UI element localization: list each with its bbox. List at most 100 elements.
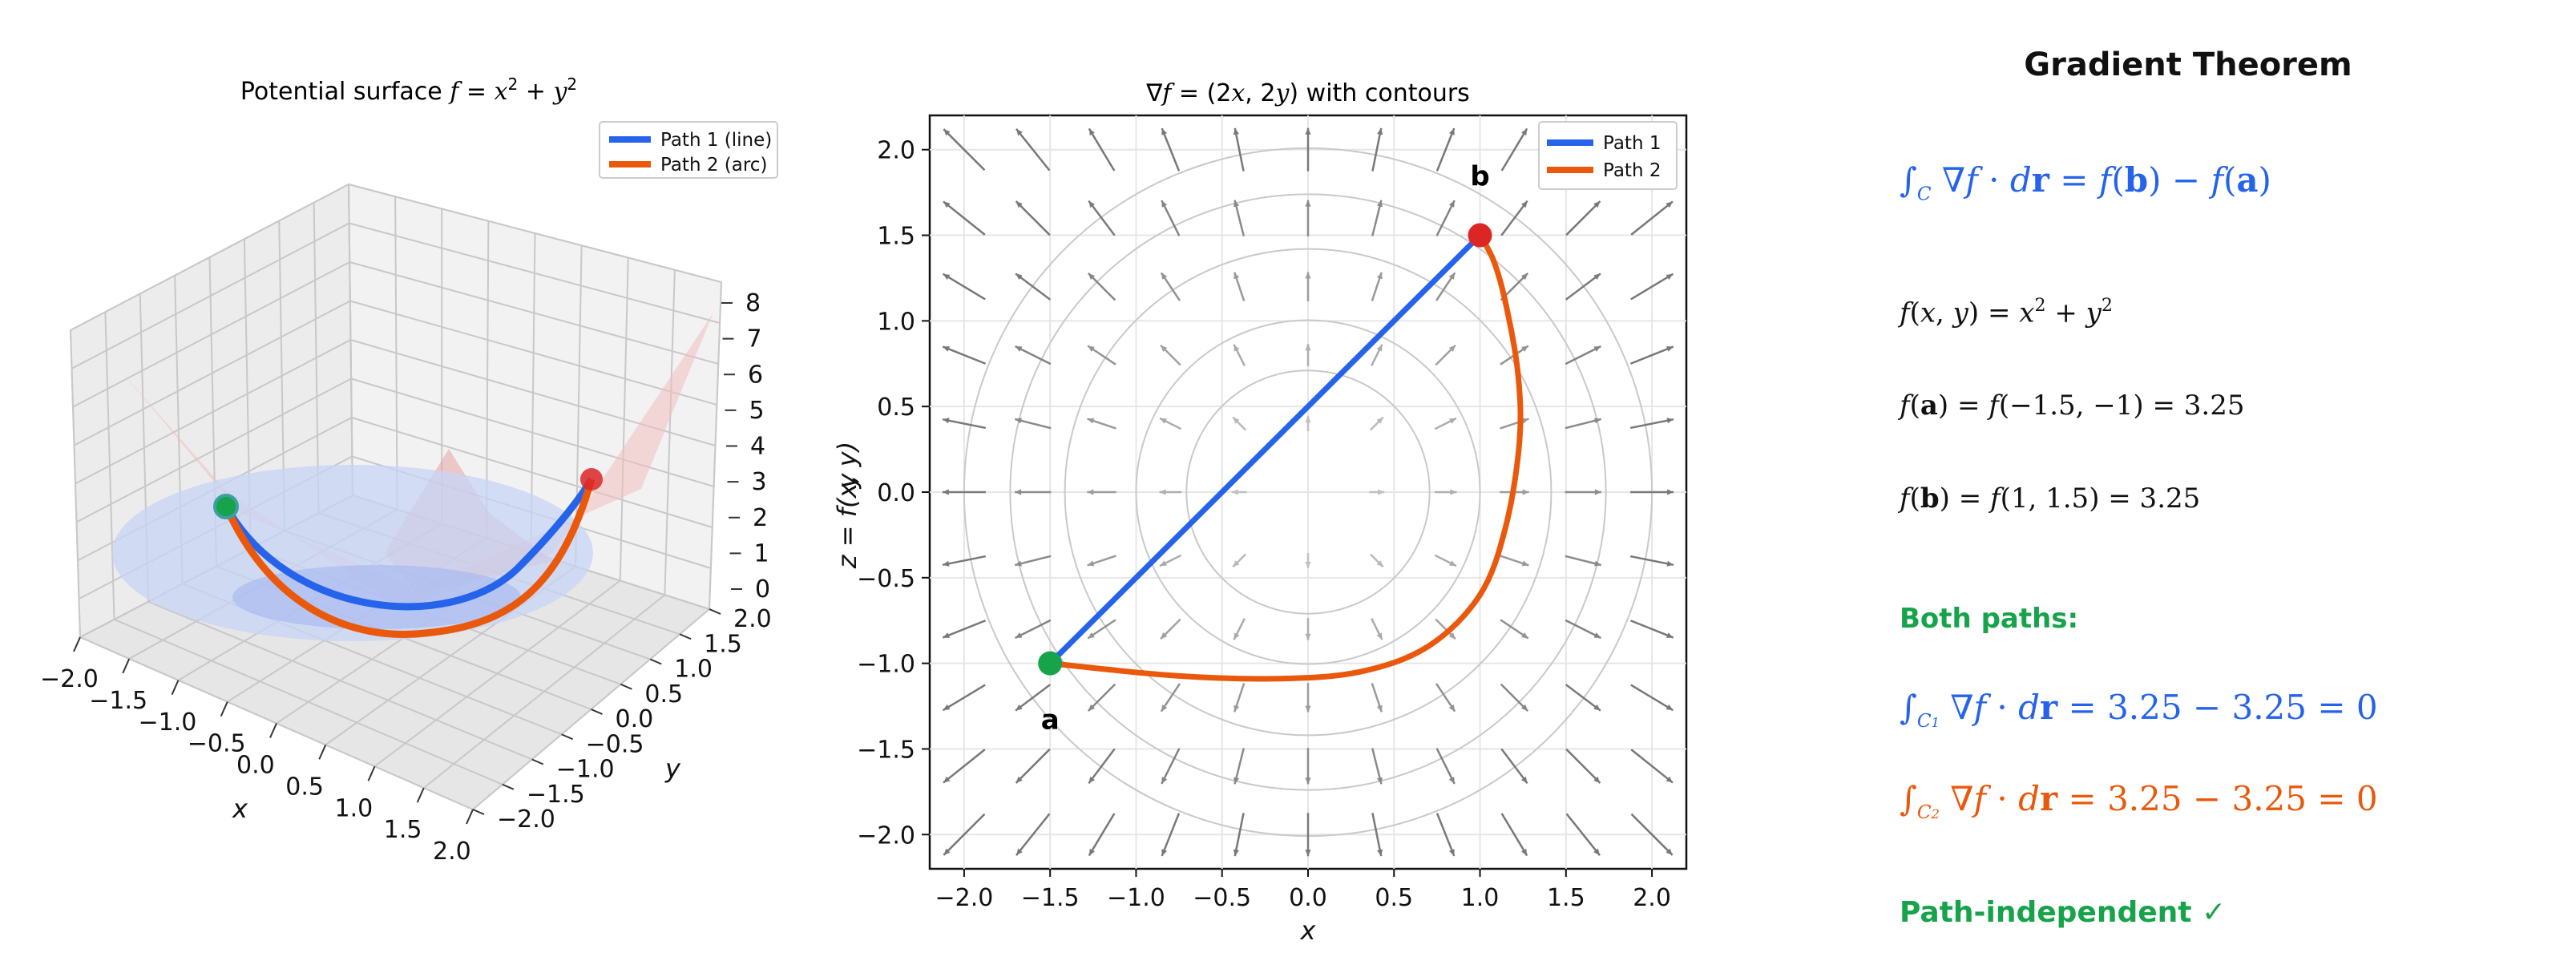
gradient-arrow bbox=[1435, 200, 1456, 236]
path-1-integral: ∫C1 ∇f · dr = 3.25 − 3.25 = 0 bbox=[1900, 688, 2378, 733]
gradient-arrow bbox=[1088, 748, 1116, 785]
gradient-arrow bbox=[1630, 813, 1674, 856]
surface-z-tick: 7 bbox=[747, 325, 762, 353]
gradient-arrow bbox=[1435, 127, 1456, 172]
gradient-arrow bbox=[942, 620, 987, 639]
gradient-arrow bbox=[1015, 813, 1051, 856]
gradient-arrow bbox=[1500, 748, 1528, 785]
gradient-arrow bbox=[1435, 748, 1456, 785]
gradient-y-tick: 0.0 bbox=[877, 479, 915, 507]
path-2-integral: ∫C2 ∇f · dr = 3.25 − 3.25 = 0 bbox=[1900, 779, 2378, 824]
gradient-y-tick: 0.5 bbox=[877, 394, 915, 422]
contour-line bbox=[1135, 319, 1481, 665]
gradient-arrow bbox=[1565, 748, 1601, 784]
surface-y-tick: −1.5 bbox=[527, 781, 585, 809]
surface-z-label: z = f(x, y) bbox=[832, 442, 862, 569]
gradient-legend: Path 1 Path 2 bbox=[1538, 121, 1678, 190]
gradient-x-tick: −1.5 bbox=[1021, 884, 1080, 912]
surface-y-tick: 0.5 bbox=[644, 680, 683, 709]
f-at-b: f(b) = f(1, 1.5) = 3.25 bbox=[1900, 482, 2201, 515]
gradient-ticks: −2.0 −1.5 −1.0 −0.5 0.0 0.5 1.0 1.5 2.0−2.0−1.5−… bbox=[857, 137, 1671, 912]
gradient-arrow bbox=[1088, 127, 1116, 172]
gradient-arrow bbox=[942, 273, 986, 301]
gradient-arrow bbox=[1500, 127, 1528, 172]
gradient-arrow bbox=[1630, 749, 1674, 784]
surface-x-ticks: −2.0−1.5−1.0−0.50.0 0.5 1.0 1.5 2.0 bbox=[40, 636, 474, 866]
gradient-arrow bbox=[1371, 813, 1383, 857]
f-at-a: f(a) = f(−1.5, −1) = 3.25 bbox=[1900, 390, 2245, 422]
gradient-arrow bbox=[1161, 200, 1181, 236]
point-a bbox=[1038, 651, 1063, 676]
gradient-x-tick: 1.0 bbox=[1461, 884, 1500, 912]
contour-line bbox=[1009, 193, 1607, 791]
point-b-label: b bbox=[1470, 161, 1489, 193]
gradient-plot-title: ∇f = (2x, 2y) with contours bbox=[1145, 79, 1470, 107]
gradient-arrow bbox=[1161, 748, 1181, 785]
gradient-arrow bbox=[942, 345, 987, 365]
gradient-arrow bbox=[942, 418, 987, 430]
surface-z-ticks: 0 1 2 3 4 5 6 7 8 bbox=[721, 289, 770, 604]
surface-x-tick: −0.5 bbox=[188, 730, 246, 758]
surface-plot-title: Potential surface f = x2 + y2 bbox=[240, 75, 577, 106]
contour-line bbox=[1185, 369, 1431, 615]
surface-y-ticks: −2.0−1.5−1.0−0.50.00.51.01.52.0 bbox=[472, 605, 772, 834]
gradient-arrow bbox=[943, 128, 986, 172]
gradient-arrow bbox=[1565, 273, 1601, 301]
gradient-arrow bbox=[1565, 200, 1601, 236]
surface-y-tick: 2.0 bbox=[733, 605, 772, 633]
gradient-arrow bbox=[1565, 619, 1601, 640]
gradient-arrow bbox=[1161, 813, 1181, 857]
gradient-arrow bbox=[1629, 620, 1674, 639]
gradient-arrow bbox=[942, 684, 986, 712]
surface-z-tick: 6 bbox=[748, 361, 763, 389]
gradient-arrow bbox=[1371, 127, 1383, 172]
gradient-arrow bbox=[1565, 684, 1601, 712]
gradient-arrows bbox=[942, 127, 1674, 857]
surface-z-tick: 4 bbox=[750, 433, 765, 461]
gradient-arrow bbox=[1500, 813, 1528, 857]
gradient-y-tick: −0.5 bbox=[857, 565, 915, 593]
gradient-y-tick: −1.5 bbox=[857, 736, 915, 764]
gradient-path-2 bbox=[1049, 233, 1524, 682]
gradient-legend-path-1: Path 1 bbox=[1603, 133, 1661, 154]
gradient-arrow bbox=[1565, 813, 1601, 856]
gradient-y-tick: −2.0 bbox=[857, 822, 915, 850]
gradient-arrow bbox=[1015, 273, 1052, 301]
surface-z-tick: 0 bbox=[755, 575, 770, 604]
surface-path-1 bbox=[223, 477, 595, 611]
surface-x-tick: 1.0 bbox=[335, 794, 373, 822]
surface-z-tick: 1 bbox=[754, 539, 769, 567]
gradient-x-tick: −1.0 bbox=[1107, 884, 1165, 912]
gradient-arrow bbox=[942, 555, 987, 567]
surface-y-tick: −1.0 bbox=[556, 756, 615, 784]
gradient-y-tick: 2.0 bbox=[877, 137, 915, 165]
panel-title: Gradient Theorem bbox=[2024, 46, 2352, 83]
gradient-arrow bbox=[1088, 813, 1116, 857]
gradient-arrow bbox=[1015, 684, 1052, 712]
surface-plot-3d: Potential surface f = x2 + y2 −2.0−1.5−1… bbox=[40, 75, 862, 866]
gradient-x-label: x bbox=[1300, 915, 1317, 946]
gradient-x-tick: 1.5 bbox=[1547, 884, 1585, 912]
surface-x-tick: 1.5 bbox=[384, 816, 422, 844]
gradient-y-tick: 1.5 bbox=[877, 223, 915, 251]
surface-y-label: y bbox=[664, 753, 681, 784]
gradient-arrow bbox=[1630, 684, 1674, 712]
gradient-arrow bbox=[1435, 813, 1456, 857]
gradient-arrow bbox=[1629, 418, 1674, 430]
gradient-arrow bbox=[943, 200, 986, 236]
gradient-y-tick: −1.0 bbox=[857, 651, 915, 679]
surface-x-label: x bbox=[232, 793, 248, 824]
gradient-arrow bbox=[1565, 345, 1601, 365]
gradient-x-tick: −0.5 bbox=[1193, 884, 1251, 912]
surface-x-tick: 0.5 bbox=[285, 773, 324, 801]
surface-legend-path-1: Path 1 (line) bbox=[660, 130, 772, 151]
surface-legend-path-2: Path 2 (arc) bbox=[660, 155, 767, 176]
surface-y-tick: −0.5 bbox=[586, 730, 644, 758]
gradient-arrow bbox=[1629, 555, 1674, 567]
surface-point-a bbox=[213, 494, 239, 519]
gradient-arrow bbox=[1630, 273, 1674, 301]
point-b bbox=[1468, 223, 1492, 248]
gradient-arrow bbox=[1233, 813, 1245, 857]
surface-y-tick: 1.5 bbox=[704, 630, 742, 658]
